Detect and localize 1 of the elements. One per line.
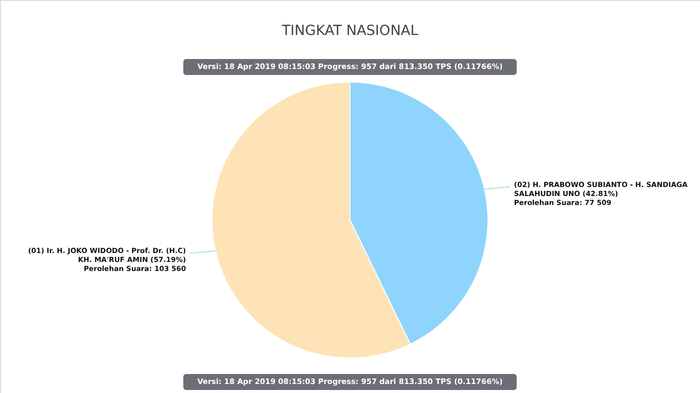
chart-title: TINGKAT NASIONAL <box>280 23 418 39</box>
